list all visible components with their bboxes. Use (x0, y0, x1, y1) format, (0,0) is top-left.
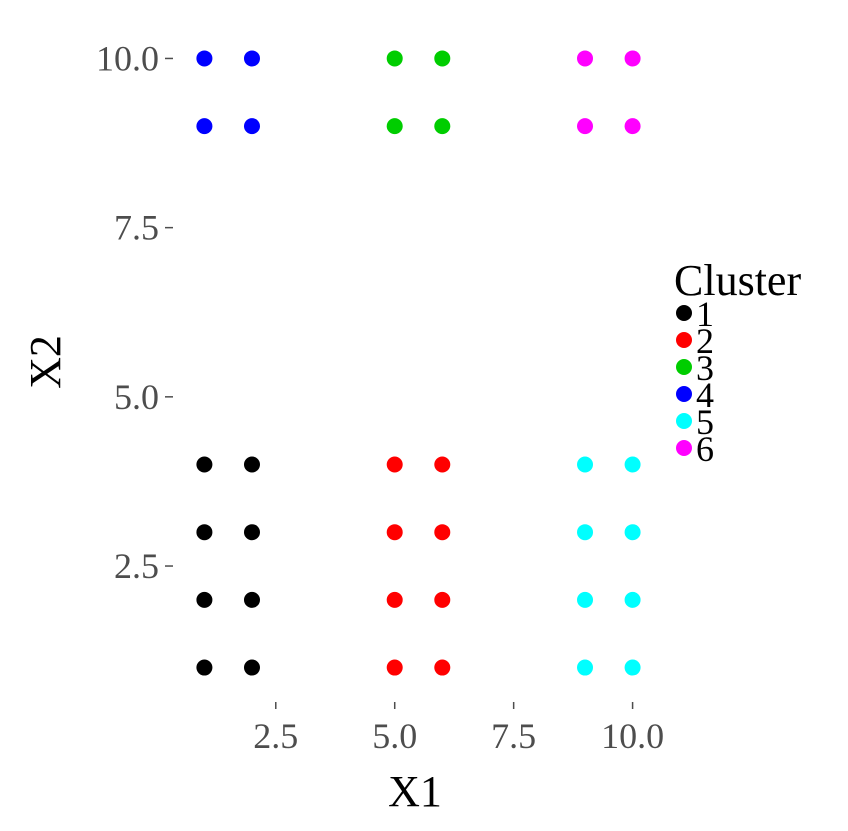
data-point-cluster-4 (196, 50, 213, 67)
data-point-cluster-4 (243, 118, 260, 135)
data-point-cluster-5 (624, 524, 641, 541)
legend-label-5: 5 (696, 402, 714, 442)
legend-label-2: 2 (696, 321, 714, 361)
data-point-cluster-6 (577, 118, 594, 135)
data-point-cluster-3 (386, 118, 403, 135)
x-axis-title: X1 (388, 767, 442, 816)
x-axis: 2.5 5.0 7.5 10.0 (253, 702, 664, 756)
data-point-cluster-2 (386, 456, 403, 473)
y-axis: 2.5 5.0 7.5 10.0 (96, 38, 173, 586)
data-point-cluster-2 (434, 591, 451, 608)
data-point-cluster-1 (243, 659, 260, 676)
data-point-cluster-2 (434, 659, 451, 676)
data-point-cluster-4 (243, 50, 260, 67)
data-point-cluster-1 (196, 591, 213, 608)
y-axis-title: X2 (21, 335, 70, 389)
data-point-cluster-1 (243, 524, 260, 541)
data-point-cluster-2 (434, 456, 451, 473)
data-point-cluster-6 (624, 50, 641, 67)
data-point-cluster-3 (434, 118, 451, 135)
legend-key-5 (676, 413, 692, 429)
data-point-cluster-1 (243, 456, 260, 473)
data-point-cluster-6 (624, 118, 641, 135)
data-point-cluster-3 (434, 50, 451, 67)
data-point-cluster-5 (624, 659, 641, 676)
data-point-cluster-1 (196, 524, 213, 541)
data-point-cluster-1 (196, 659, 213, 676)
data-point-cluster-2 (386, 591, 403, 608)
y-tick-label: 2.5 (114, 546, 159, 586)
legend-label-4: 4 (696, 375, 714, 415)
legend-title: Cluster (674, 256, 801, 305)
legend-label-6: 6 (696, 429, 714, 469)
data-point-cluster-2 (386, 659, 403, 676)
data-point-cluster-5 (577, 591, 594, 608)
y-tick-label: 10.0 (96, 38, 159, 78)
x-tick-label: 5.0 (372, 716, 417, 756)
data-point-cluster-4 (196, 118, 213, 135)
legend-key-3 (676, 359, 692, 375)
data-point-cluster-1 (196, 456, 213, 473)
data-point-cluster-3 (386, 50, 403, 67)
data-point-cluster-5 (577, 659, 594, 676)
data-point-cluster-1 (243, 591, 260, 608)
data-point-cluster-5 (624, 591, 641, 608)
x-tick-label: 7.5 (491, 716, 536, 756)
x-tick-label: 10.0 (601, 716, 664, 756)
data-point-cluster-6 (577, 50, 594, 67)
legend-key-2 (676, 332, 692, 348)
y-tick-label: 5.0 (114, 377, 159, 417)
legend-label-3: 3 (696, 348, 714, 388)
legend-label-1: 1 (696, 294, 714, 334)
data-point-cluster-5 (577, 524, 594, 541)
data-point-cluster-5 (577, 456, 594, 473)
data-point-cluster-2 (434, 524, 451, 541)
x-tick-label: 2.5 (253, 716, 298, 756)
y-tick-label: 7.5 (114, 208, 159, 248)
data-point-cluster-5 (624, 456, 641, 473)
data-point-cluster-2 (386, 524, 403, 541)
legend-key-6 (676, 440, 692, 456)
legend-key-1 (676, 305, 692, 321)
data-points (196, 50, 641, 676)
legend-key-4 (676, 386, 692, 402)
